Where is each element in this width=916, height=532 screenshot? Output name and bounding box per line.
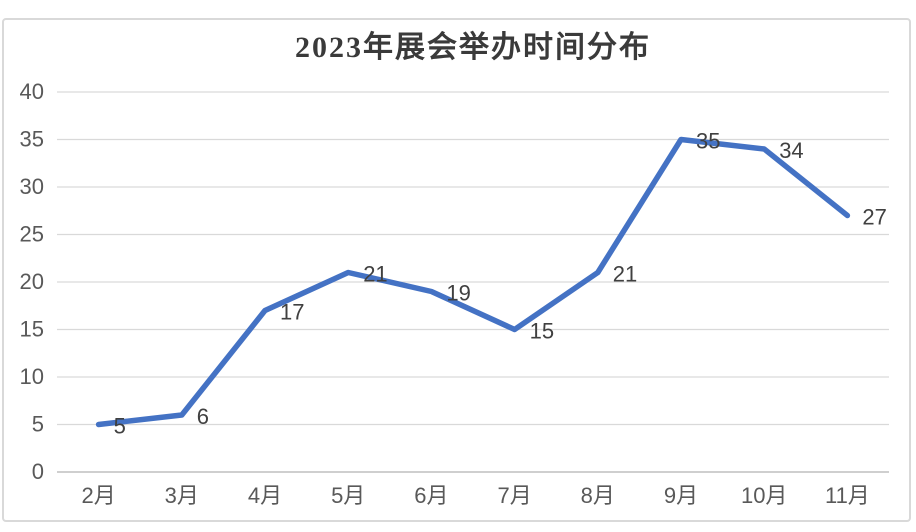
y-tick-label: 30: [20, 174, 44, 199]
x-tick-label: 6月: [414, 483, 448, 508]
x-tick-label: 7月: [497, 483, 531, 508]
y-tick-label: 40: [20, 79, 44, 104]
data-label: 27: [862, 205, 886, 230]
x-tick-label: 9月: [664, 483, 698, 508]
x-tick-label: 3月: [165, 483, 199, 508]
y-tick-label: 35: [20, 127, 44, 152]
x-tick-label: 11月: [825, 483, 870, 508]
data-label: 5: [114, 414, 126, 439]
data-series-line: [95, 136, 851, 428]
y-tick-label: 20: [20, 269, 44, 294]
y-tick-label: 15: [20, 317, 44, 342]
x-tick-label: 5月: [331, 483, 365, 508]
data-label: 6: [197, 404, 209, 429]
y-tick-label: 5: [32, 412, 44, 437]
x-tick-label: 4月: [248, 483, 282, 508]
data-label: 15: [530, 319, 554, 344]
data-label: 17: [280, 300, 304, 325]
chart-frame: [2, 18, 911, 522]
data-label: 35: [696, 129, 720, 154]
data-label: 34: [779, 138, 803, 163]
chart-title: 2023年展会举办时间分布: [295, 31, 651, 64]
data-label: 19: [446, 281, 470, 306]
y-tick-label: 10: [20, 364, 44, 389]
y-tick-label: 0: [32, 459, 44, 484]
data-label: 21: [613, 262, 637, 287]
x-tick-label: 8月: [581, 483, 615, 508]
y-tick-label: 25: [20, 222, 44, 247]
x-tick-label: 2月: [81, 483, 115, 508]
x-tick-label: 10月: [741, 483, 787, 508]
data-label: 21: [363, 262, 387, 287]
